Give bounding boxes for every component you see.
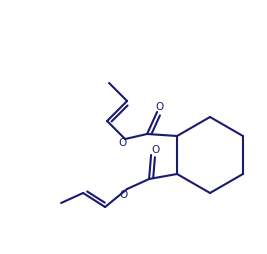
Text: O: O <box>118 138 126 148</box>
Text: O: O <box>151 145 159 155</box>
Text: O: O <box>155 102 163 112</box>
Text: O: O <box>119 190 127 200</box>
